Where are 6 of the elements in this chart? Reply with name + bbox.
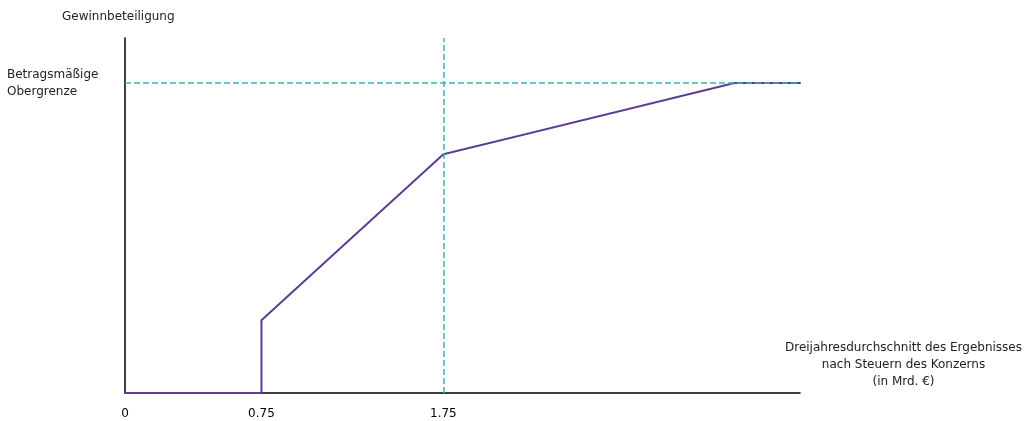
- x-tick-label: 0.75: [248, 406, 275, 420]
- ref-line-label: Betragsmäßige Obergrenze: [7, 67, 103, 99]
- x-tick-label: 0: [121, 406, 129, 420]
- y-axis-title: Gewinnbeteiligung: [62, 9, 175, 23]
- x-tick-label: 1.75: [430, 406, 457, 420]
- x-axis-title: Dreijahresdurchschnitt des Ergebnisses nach Steuern des Konzerns (in Mrd. €): [784, 339, 1022, 388]
